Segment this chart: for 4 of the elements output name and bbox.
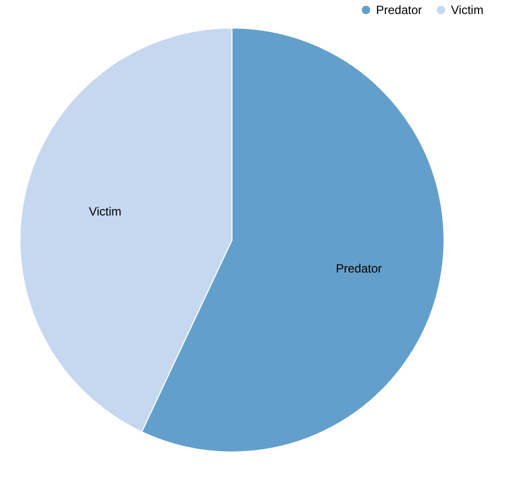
legend-label: Predator bbox=[376, 3, 422, 17]
legend-label: Victim bbox=[451, 3, 484, 17]
slice-label: Predator bbox=[336, 261, 382, 276]
slice-label: Victim bbox=[88, 204, 122, 219]
